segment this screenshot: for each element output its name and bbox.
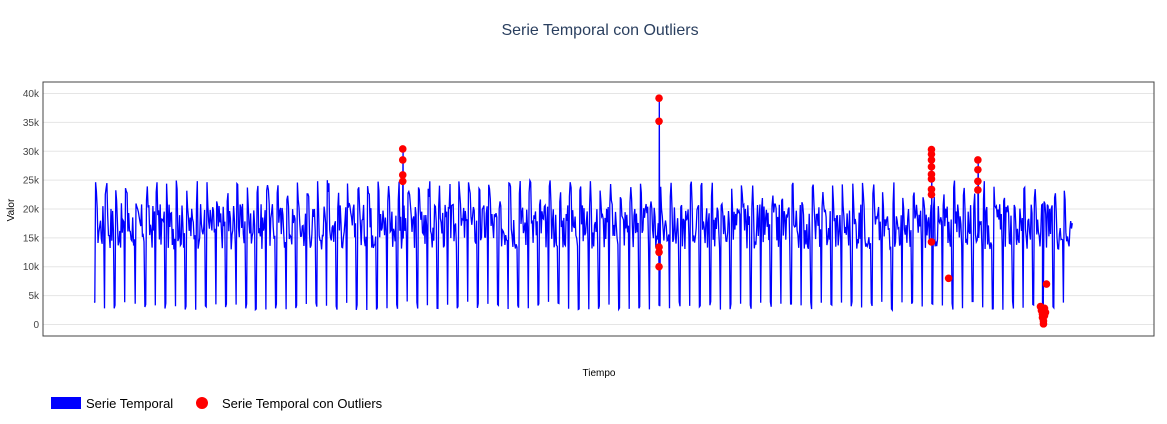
outlier-point[interactable] bbox=[974, 177, 982, 186]
outlier-point[interactable] bbox=[944, 274, 953, 283]
outlier-point[interactable] bbox=[927, 238, 936, 246]
y-tick-label: 25k bbox=[23, 176, 40, 187]
outlier-point[interactable] bbox=[927, 156, 936, 164]
y-tick-label: 10k bbox=[23, 262, 40, 273]
outlier-point[interactable] bbox=[927, 185, 936, 194]
y-tick-label: 15k bbox=[23, 233, 40, 244]
outlier-point[interactable] bbox=[927, 150, 936, 158]
outlier-point[interactable] bbox=[1042, 280, 1051, 288]
y-tick-label: 30k bbox=[23, 147, 40, 158]
y-tick-label: 5k bbox=[28, 291, 40, 302]
plot-area-border bbox=[42, 81, 1155, 337]
y-tick-label: 40k bbox=[23, 89, 40, 100]
y-tick-label: 35k bbox=[23, 118, 40, 129]
series-line-serie-temporal bbox=[93, 98, 1073, 325]
legend: Serie Temporal Serie Temporal con Outlie… bbox=[51, 396, 383, 411]
outlier-point[interactable] bbox=[655, 262, 663, 271]
outlier-point[interactable] bbox=[974, 165, 982, 174]
y-axis-ticks: 0 5k 10k 15k 20k 25k 30k 35k 40k bbox=[23, 89, 40, 331]
outlier-point[interactable] bbox=[655, 117, 663, 126]
legend-swatch-marker bbox=[196, 397, 208, 409]
legend-item-serie-temporal[interactable]: Serie Temporal bbox=[51, 396, 173, 411]
outlier-point[interactable] bbox=[974, 186, 982, 194]
y-axis-title: Valor bbox=[6, 198, 17, 221]
legend-item-outliers[interactable]: Serie Temporal con Outliers bbox=[196, 396, 383, 411]
outlier-point[interactable] bbox=[1041, 308, 1050, 317]
legend-label-outliers: Serie Temporal con Outliers bbox=[222, 396, 383, 411]
outlier-point[interactable] bbox=[927, 190, 936, 199]
outlier-point[interactable] bbox=[1039, 320, 1048, 328]
series-layer bbox=[93, 98, 1073, 325]
outlier-point[interactable] bbox=[398, 171, 407, 179]
x-axis-title: Tiempo bbox=[583, 368, 616, 379]
outlier-point[interactable] bbox=[655, 248, 663, 257]
chart-title: Serie Temporal con Outliers bbox=[501, 22, 698, 39]
legend-label-serie-temporal: Serie Temporal bbox=[86, 396, 173, 411]
outlier-point[interactable] bbox=[927, 175, 936, 183]
outlier-point[interactable] bbox=[398, 145, 407, 153]
outlier-point[interactable] bbox=[398, 177, 407, 186]
y-tick-label: 0 bbox=[33, 320, 39, 331]
y-tick-label: 20k bbox=[23, 205, 40, 216]
outlier-point[interactable] bbox=[398, 156, 407, 164]
outlier-point[interactable] bbox=[655, 243, 663, 251]
outlier-point[interactable] bbox=[655, 94, 663, 102]
outlier-points-layer bbox=[398, 94, 1051, 328]
legend-swatch-line bbox=[51, 397, 81, 409]
outlier-point[interactable] bbox=[927, 163, 936, 171]
outlier-point[interactable] bbox=[974, 156, 982, 164]
